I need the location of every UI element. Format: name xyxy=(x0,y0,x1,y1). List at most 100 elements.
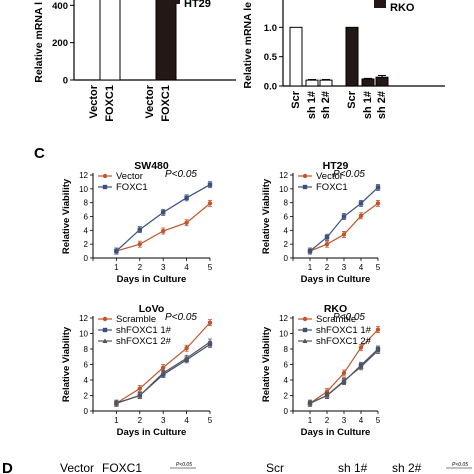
x-tick-label: 3 xyxy=(161,416,166,425)
y-tick-label: 0 xyxy=(84,407,89,416)
x-axis-label: Days in Culture xyxy=(117,274,187,285)
legend-label: Vector xyxy=(316,171,343,182)
y-tick-label: 0 xyxy=(84,254,89,263)
data-point xyxy=(113,400,119,406)
x-tick-label: 5 xyxy=(376,263,381,272)
legend-label: shFOXC1 1# xyxy=(116,325,172,336)
data-point xyxy=(341,378,347,383)
x-tick-label: 1 xyxy=(308,263,313,272)
category-label: FOXC1 xyxy=(160,85,172,122)
data-point xyxy=(207,182,213,187)
legend-label: RKO xyxy=(390,2,415,14)
panel-d-note-left: P<0.05 xyxy=(176,462,192,468)
bar xyxy=(345,26,359,87)
y-axis-label: Relative Viability xyxy=(261,326,272,402)
y-tick-label: 6 xyxy=(84,361,89,370)
data-point xyxy=(161,228,166,234)
x-tick-label: 5 xyxy=(208,416,213,425)
p-value-annotation: P<0.05 xyxy=(333,169,365,180)
bar xyxy=(361,78,375,87)
y-tick-label: 12 xyxy=(79,314,88,323)
x-tick-label: 4 xyxy=(184,416,189,425)
category-label: Scr xyxy=(290,90,302,108)
x-tick-label: 1 xyxy=(114,263,119,272)
x-tick-label: 5 xyxy=(376,416,381,425)
x-tick-label: 4 xyxy=(359,416,364,425)
legend-label: Vector xyxy=(116,171,143,182)
chart-title: LoVo xyxy=(139,303,164,315)
data-point xyxy=(137,241,142,247)
data-point xyxy=(324,241,330,247)
data-point xyxy=(137,392,143,398)
legend-marker xyxy=(102,173,108,179)
chart-title: RKO xyxy=(324,303,347,315)
x-tick-label: 4 xyxy=(359,263,364,272)
chart-title: SW480 xyxy=(134,160,169,172)
y-tick-label: 200 xyxy=(52,38,68,49)
y-tick-label: 12 xyxy=(79,171,88,180)
data-point xyxy=(184,346,189,351)
y-tick-label: 6 xyxy=(284,213,289,222)
y-tick-label: 2 xyxy=(84,240,89,249)
legend-label: shFOXC1 1# xyxy=(316,325,372,336)
y-tick-label: 400 xyxy=(52,1,68,12)
data-point xyxy=(358,213,364,219)
category-label: sh 1# xyxy=(306,91,318,119)
x-tick-label: 5 xyxy=(208,263,213,272)
data-point xyxy=(341,232,347,237)
x-axis-label: Days in Culture xyxy=(301,274,371,285)
category-label: sh 2# xyxy=(320,91,332,119)
y-tick-label: 0.5 xyxy=(264,52,278,63)
panel-d-note-right: P<0.05 xyxy=(452,462,468,468)
y-tick-label: 0 xyxy=(284,407,289,416)
p-value-annotation: P<0.05 xyxy=(333,312,365,323)
bar xyxy=(375,76,389,87)
x-axis-label: Days in Culture xyxy=(301,427,371,438)
y-axis-label: Relative Viability xyxy=(61,326,72,402)
section-label-c: C xyxy=(34,145,45,162)
y-tick-label: 4 xyxy=(84,226,89,235)
legend-label: FOXC1 xyxy=(116,182,148,193)
data-point xyxy=(161,210,166,215)
bar xyxy=(99,0,121,81)
y-tick-label: 4 xyxy=(84,376,89,385)
data-point xyxy=(341,214,347,219)
legend-marker xyxy=(302,316,308,322)
data-point xyxy=(137,227,142,232)
data-point xyxy=(137,386,142,391)
y-tick-label: 10 xyxy=(79,330,88,339)
panel-d-label-vector: Vector xyxy=(60,461,94,474)
bar xyxy=(289,26,303,87)
category-label: sh 2# xyxy=(376,91,388,119)
y-tick-label: 12 xyxy=(279,171,288,180)
legend-label: FOXC1 xyxy=(316,182,348,193)
x-axis-label: Days in Culture xyxy=(117,427,187,438)
legend-marker xyxy=(102,184,108,190)
data-point xyxy=(207,201,213,206)
x-tick-label: 1 xyxy=(114,416,119,425)
y-axis-label: Relative Viability xyxy=(61,178,72,254)
data-point xyxy=(184,220,189,225)
y-tick-label: 1.0 xyxy=(264,23,277,34)
y-axis-label: Relative mRNA l xyxy=(33,2,45,83)
data-point xyxy=(358,345,364,350)
legend-marker xyxy=(102,316,108,322)
legend-label: HT29 xyxy=(184,0,211,10)
y-tick-label: 4 xyxy=(284,376,289,385)
y-tick-label: 10 xyxy=(79,185,88,194)
x-tick-label: 2 xyxy=(138,263,143,272)
data-point xyxy=(324,235,330,240)
legend-marker xyxy=(302,327,308,333)
legend-marker xyxy=(302,184,308,190)
panel-d-label-sh1: sh 1# xyxy=(338,461,368,474)
bar xyxy=(155,0,177,81)
y-tick-label: 2 xyxy=(84,392,89,401)
data-point xyxy=(160,370,166,376)
data-point xyxy=(161,365,166,370)
p-value-annotation: P<0.05 xyxy=(165,169,197,180)
data-point xyxy=(324,392,330,398)
